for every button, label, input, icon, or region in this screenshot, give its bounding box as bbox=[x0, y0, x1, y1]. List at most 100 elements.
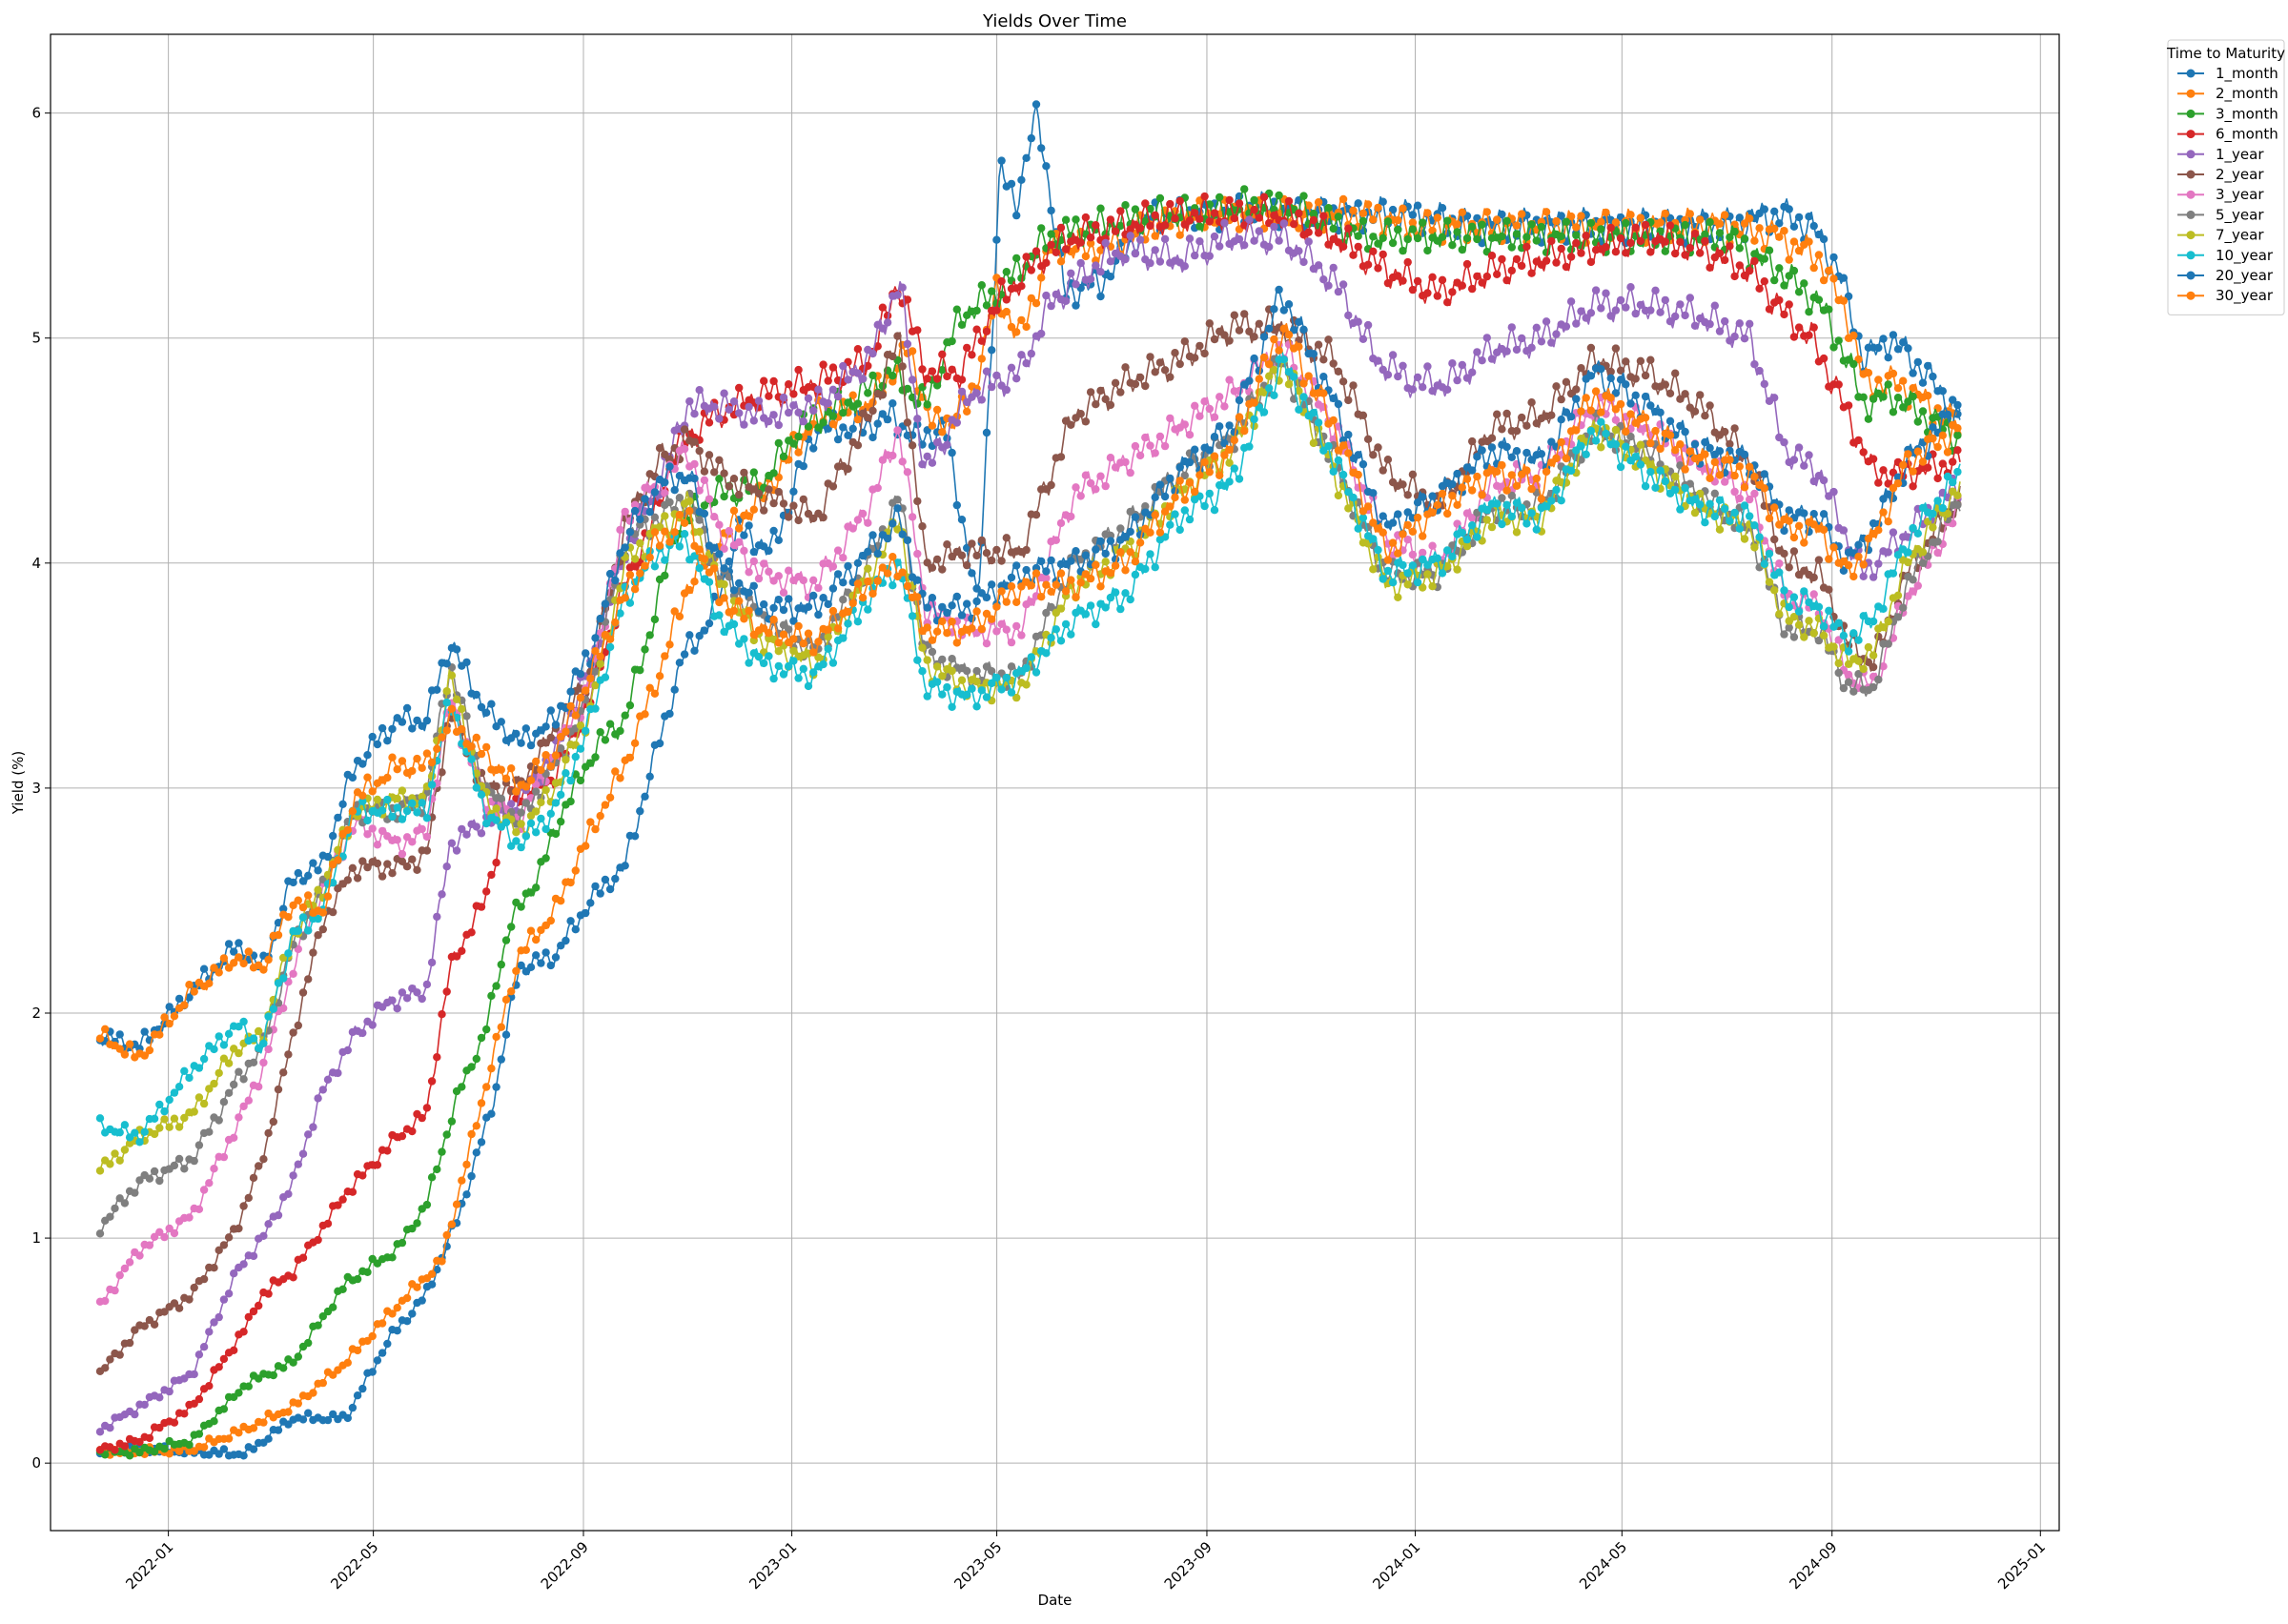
data-point bbox=[1706, 263, 1714, 272]
data-point bbox=[135, 1448, 144, 1457]
data-point bbox=[517, 961, 525, 970]
data-point bbox=[1814, 295, 1824, 304]
data-point bbox=[1255, 319, 1264, 328]
data-point bbox=[1631, 223, 1640, 232]
data-point bbox=[1037, 329, 1046, 338]
data-point bbox=[972, 325, 981, 334]
data-point bbox=[963, 343, 971, 353]
data-point bbox=[1933, 474, 1942, 483]
data-point bbox=[1889, 331, 1898, 339]
data-point bbox=[1487, 522, 1497, 532]
data-point bbox=[1493, 270, 1502, 278]
data-point bbox=[1502, 216, 1511, 225]
data-point bbox=[1032, 247, 1041, 255]
data-point bbox=[1106, 257, 1115, 266]
data-point bbox=[274, 1426, 283, 1434]
data-point bbox=[1047, 230, 1055, 238]
data-point bbox=[1953, 424, 1962, 433]
data-point bbox=[1259, 193, 1269, 201]
data-point bbox=[1007, 573, 1016, 582]
data-point bbox=[427, 781, 437, 789]
data-point bbox=[329, 1410, 337, 1419]
data-point bbox=[160, 1013, 169, 1022]
data-point bbox=[1220, 402, 1229, 411]
data-point bbox=[1586, 426, 1596, 436]
data-point bbox=[1250, 205, 1258, 214]
data-point bbox=[1819, 622, 1828, 631]
data-point bbox=[135, 1437, 144, 1447]
data-point bbox=[1413, 578, 1422, 587]
data-point bbox=[1324, 204, 1333, 213]
data-point bbox=[418, 824, 426, 834]
data-point bbox=[378, 806, 387, 815]
data-point bbox=[1854, 552, 1863, 561]
data-point bbox=[1591, 387, 1601, 396]
data-point bbox=[972, 551, 981, 560]
data-point bbox=[1131, 441, 1140, 451]
data-point bbox=[1146, 353, 1154, 361]
data-point bbox=[194, 1205, 204, 1214]
data-point bbox=[1899, 403, 1908, 412]
data-point bbox=[1235, 199, 1244, 208]
data-point bbox=[1388, 238, 1398, 248]
data-point bbox=[1750, 236, 1759, 245]
data-point bbox=[839, 634, 848, 642]
data-point bbox=[1498, 425, 1506, 434]
data-point bbox=[848, 524, 857, 533]
data-point bbox=[1889, 528, 1898, 537]
data-point bbox=[199, 1274, 209, 1284]
data-point bbox=[1369, 535, 1378, 543]
data-point bbox=[982, 301, 991, 310]
data-point bbox=[1715, 496, 1725, 504]
data-point bbox=[1408, 218, 1418, 227]
data-point bbox=[1171, 349, 1179, 357]
data-point bbox=[1240, 310, 1249, 318]
data-point bbox=[452, 846, 461, 855]
data-point bbox=[685, 497, 694, 505]
data-point bbox=[1334, 367, 1343, 376]
data-point bbox=[501, 818, 511, 827]
data-point bbox=[507, 764, 516, 773]
data-point bbox=[472, 733, 480, 742]
data-point bbox=[433, 912, 441, 922]
data-point bbox=[844, 619, 852, 628]
data-point bbox=[769, 616, 778, 624]
data-point bbox=[839, 579, 848, 587]
data-point bbox=[541, 948, 550, 957]
data-point bbox=[1369, 565, 1378, 574]
data-point bbox=[1909, 482, 1917, 491]
data-point bbox=[1849, 572, 1858, 581]
data-point bbox=[1606, 374, 1615, 382]
data-point bbox=[1210, 506, 1219, 515]
data-point bbox=[665, 640, 674, 649]
data-point bbox=[997, 587, 1006, 596]
y-tick-label: 3 bbox=[31, 780, 41, 797]
data-point bbox=[1304, 237, 1313, 246]
data-point bbox=[1884, 354, 1892, 362]
data-point bbox=[1383, 556, 1393, 564]
data-point bbox=[661, 477, 669, 487]
data-point bbox=[210, 1165, 218, 1173]
data-point bbox=[923, 603, 931, 612]
data-point bbox=[903, 468, 912, 477]
data-point bbox=[1636, 440, 1645, 449]
data-point bbox=[1443, 298, 1452, 307]
data-point bbox=[1408, 527, 1418, 536]
data-point bbox=[546, 961, 555, 970]
data-point bbox=[720, 469, 728, 477]
data-point bbox=[833, 570, 843, 579]
data-point bbox=[1869, 617, 1878, 626]
data-point bbox=[952, 500, 961, 510]
data-point bbox=[833, 624, 843, 633]
data-point bbox=[120, 1050, 130, 1059]
data-point bbox=[363, 751, 372, 760]
data-point bbox=[889, 372, 897, 380]
data-point bbox=[1502, 347, 1511, 355]
data-point bbox=[828, 482, 838, 491]
data-point bbox=[1338, 242, 1348, 251]
data-point bbox=[582, 842, 590, 850]
data-point bbox=[1270, 305, 1278, 314]
data-point bbox=[323, 1075, 333, 1085]
data-point bbox=[1334, 213, 1343, 221]
data-point bbox=[1022, 663, 1031, 673]
